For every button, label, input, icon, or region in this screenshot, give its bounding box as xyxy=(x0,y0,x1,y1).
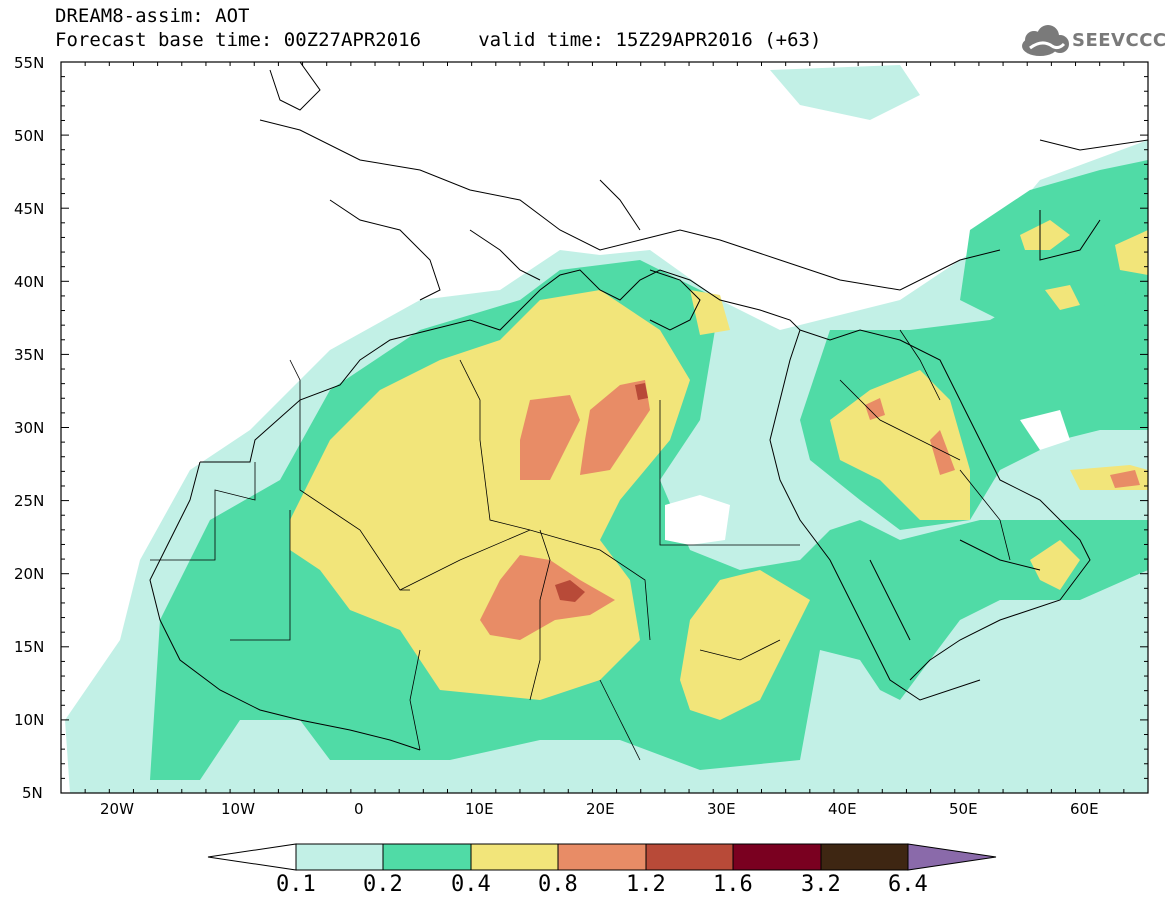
colorbar-bin xyxy=(470,843,559,871)
aot-region-0.4 xyxy=(1045,285,1080,310)
lon-label: 60E xyxy=(1070,800,1099,818)
colorbar xyxy=(207,843,997,871)
lat-label: 55N xyxy=(14,54,45,72)
colorbar-under-triangle xyxy=(207,843,297,871)
aot-region-0.8 xyxy=(520,395,580,480)
aot-region-0.4 xyxy=(690,290,730,335)
colorbar-bin xyxy=(557,843,647,871)
colorbar-bin xyxy=(820,843,909,871)
lon-label: 20E xyxy=(586,800,615,818)
lon-label: 10W xyxy=(221,800,255,818)
lon-label: 20W xyxy=(100,800,134,818)
forecast-time-subtitle: Forecast base time: 00Z27APR2016 valid t… xyxy=(55,29,822,51)
lat-label: 40N xyxy=(14,273,45,291)
lat-label: 50N xyxy=(14,127,45,145)
colorbar-bin xyxy=(732,843,822,871)
lat-label: 15N xyxy=(14,638,45,656)
aot-region-0.4 xyxy=(1030,540,1080,590)
lat-label: 10N xyxy=(14,711,45,729)
lon-label: 30E xyxy=(707,800,736,818)
aot-region-0.4 xyxy=(680,570,810,720)
lat-label: 25N xyxy=(14,492,45,510)
aot-region-0.8 xyxy=(480,555,615,640)
lon-label: 10E xyxy=(465,800,494,818)
colorbar-bin xyxy=(645,843,734,871)
map-title: DREAM8-assim: AOT xyxy=(55,5,250,27)
colorbar-label: 1.2 xyxy=(626,872,666,897)
colorbar-label: 0.2 xyxy=(363,872,403,897)
aot-region-0.4 xyxy=(830,370,970,520)
axis-ticks xyxy=(60,61,1149,794)
colorbar-label: 1.6 xyxy=(713,872,753,897)
lat-label: 30N xyxy=(14,419,45,437)
aot-region-0.8 xyxy=(930,430,955,475)
colorbar-label: 0.4 xyxy=(451,872,491,897)
aot-region-0.4 xyxy=(1020,220,1070,250)
country-borders xyxy=(150,329,1011,761)
colorbar-over-triangle xyxy=(907,843,997,871)
aot-region-0.1 xyxy=(770,65,920,120)
aot-region-0.4 xyxy=(1115,230,1148,275)
aot-region-0.8 xyxy=(580,380,650,475)
colorbar-label: 0.8 xyxy=(538,872,578,897)
aot-region-1.2 xyxy=(555,580,585,602)
cloud-icon xyxy=(1022,25,1069,56)
lon-label: 50E xyxy=(949,800,978,818)
colorbar-bin xyxy=(295,843,384,871)
lat-label: 20N xyxy=(14,565,45,583)
lon-label: 40E xyxy=(828,800,857,818)
aot-region-0.8 xyxy=(1110,470,1140,488)
lat-label: 45N xyxy=(14,200,45,218)
lat-label: 5N xyxy=(22,784,43,802)
logo-text: SEEVCCC xyxy=(1072,30,1165,51)
lon-label: 0 xyxy=(354,800,364,818)
lat-label: 35N xyxy=(14,346,45,364)
colorbar-label: 0.1 xyxy=(276,872,316,897)
aot-region-0.8 xyxy=(865,398,885,420)
aot-field xyxy=(65,65,1148,793)
colorbar-label: 6.4 xyxy=(888,872,928,897)
colorbar-label: 3.2 xyxy=(801,872,841,897)
coastlines xyxy=(149,62,1148,751)
aot-region-1.2 xyxy=(635,383,648,400)
colorbar-bin xyxy=(382,843,472,871)
